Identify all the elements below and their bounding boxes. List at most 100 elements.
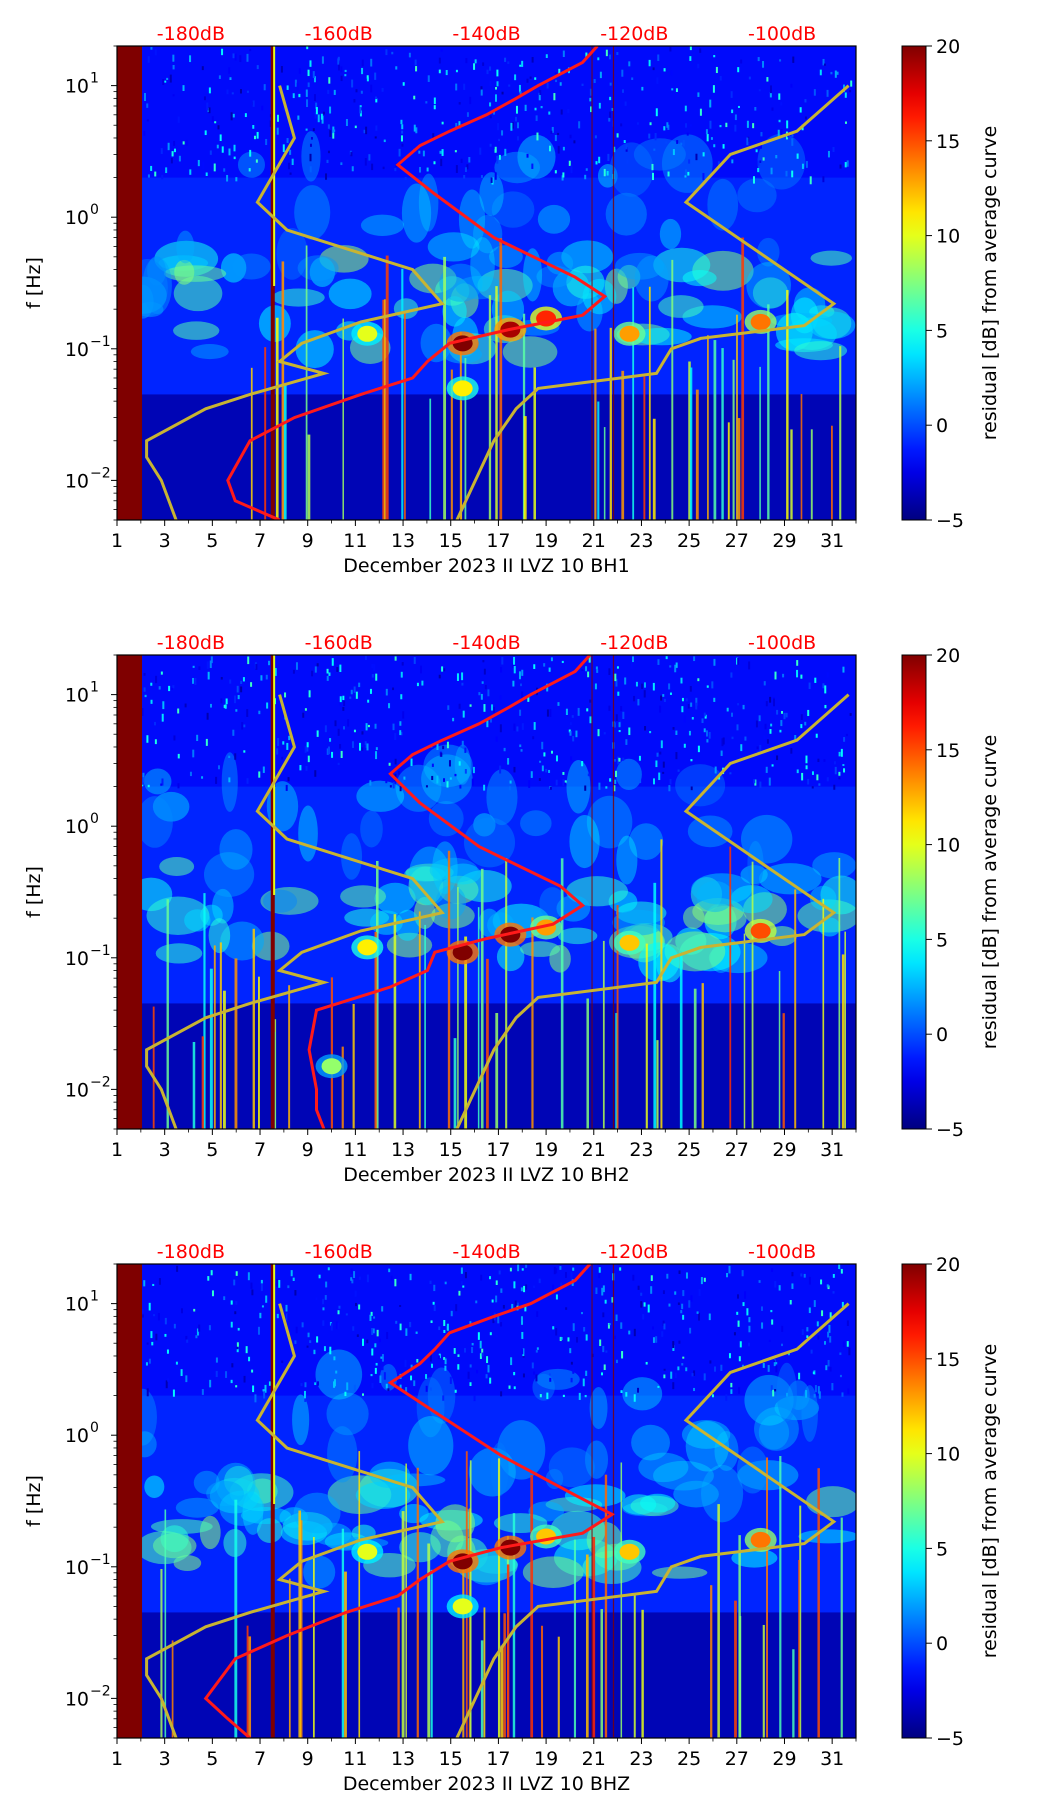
heatmap-cell: [360, 90, 363, 94]
heatmap-high-frequency: [117, 1264, 856, 1396]
heatmap-cell: [548, 769, 551, 773]
heatmap-cell: [452, 717, 455, 722]
y-tick-base: 10: [65, 1079, 89, 1101]
heatmap-cell: [589, 1387, 608, 1430]
heatmap-cell: [141, 1314, 144, 1318]
heatmap-area: [117, 655, 856, 1129]
heatmap-cell: [409, 1273, 412, 1281]
heatmap-cell: [668, 1303, 671, 1307]
heatmap-cell: [792, 1649, 795, 1738]
heatmap-cell: [633, 1328, 636, 1337]
heatmap-cell: [827, 1359, 830, 1367]
heatmap-cell: [433, 105, 436, 110]
heatmap-cell: [263, 1390, 266, 1399]
heatmap-cell: [365, 723, 368, 731]
heatmap-cell: [605, 49, 608, 57]
heatmap-cell: [757, 133, 806, 190]
heatmap-cell: [632, 1274, 635, 1281]
heatmap-cell: [477, 1332, 480, 1340]
heatmap-cell: [537, 204, 571, 234]
heatmap-cell: [479, 172, 504, 216]
heatmap-cell: [816, 774, 819, 781]
heatmap-cell: [425, 1385, 428, 1392]
heatmap-cell: [757, 237, 780, 267]
heatmap-cell: [845, 733, 848, 737]
heatmap-cell: [479, 1353, 482, 1359]
heatmap-cell: [739, 1341, 742, 1348]
heatmap-cell: [513, 766, 516, 773]
heatmap-cell: [495, 1295, 498, 1303]
y-tick-exponent: −1: [90, 334, 111, 350]
heatmap-cell: [740, 865, 768, 885]
heatmap-cell: [327, 1267, 330, 1271]
heatmap-cell: [830, 71, 833, 75]
heatmap-cell: [810, 250, 853, 266]
heatmap-cell: [608, 54, 611, 60]
heatmap-cell: [241, 722, 244, 730]
heatmap-cell: [581, 83, 584, 86]
heatmap-cell: [611, 107, 614, 111]
heatmap-cell: [404, 1359, 407, 1367]
heatmap-cell: [754, 779, 757, 786]
heatmap-cell: [350, 689, 353, 695]
heatmap-cell: [350, 152, 353, 157]
heatmap-cell: [462, 710, 465, 718]
heatmap-cell: [325, 1281, 328, 1288]
x-tick-label: 23: [629, 1748, 653, 1770]
heatmap-cell: [829, 1336, 832, 1343]
heatmap-cell: [748, 661, 751, 670]
heatmap-cell: [619, 934, 640, 951]
heatmap-cell: [657, 659, 660, 665]
heatmap-cell: [773, 1360, 776, 1363]
heatmap-cell: [827, 150, 830, 158]
heatmap-cell: [554, 72, 557, 75]
heatmap-cell: [713, 340, 717, 520]
heatmap-cell: [358, 682, 361, 688]
heatmap-cell: [479, 147, 482, 155]
heatmap-cell: [425, 101, 428, 104]
heatmap-cell: [625, 1392, 628, 1397]
heatmap-cell: [641, 86, 644, 91]
heatmap-cell: [813, 1300, 816, 1307]
heatmap-cell: [677, 1366, 680, 1371]
heatmap-cell: [685, 123, 688, 128]
heatmap-cell: [562, 50, 565, 58]
heatmap-cell: [196, 1328, 199, 1336]
heatmap-cell: [468, 1447, 516, 1497]
heatmap-cell: [828, 1324, 831, 1333]
heatmap-cell: [531, 163, 534, 169]
heatmap-cell: [581, 668, 584, 672]
heatmap-cell: [656, 1040, 659, 1129]
heatmap-cell: [539, 89, 542, 96]
heatmap-cell: [141, 1308, 144, 1313]
heatmap-cell: [814, 1385, 817, 1393]
heatmap-cell: [404, 177, 407, 181]
heatmap-cell: [150, 1331, 153, 1339]
heatmap-cell: [165, 167, 168, 174]
heatmap-cell: [465, 1451, 468, 1738]
heatmap-cell: [501, 657, 504, 665]
heatmap-cell: [381, 1366, 384, 1371]
heatmap-cell: [306, 1345, 309, 1348]
heatmap-cell: [667, 124, 670, 130]
heatmap-cell: [192, 665, 195, 668]
heatmap-cell: [684, 175, 687, 178]
heatmap-cell: [283, 384, 287, 520]
heatmap-cell: [742, 1302, 745, 1307]
heatmap-cell: [285, 1304, 288, 1312]
heatmap-cell: [498, 138, 501, 142]
colorbar-tick-label: 20: [936, 36, 960, 58]
heatmap-cell: [810, 429, 813, 520]
heatmap-cell: [533, 1285, 536, 1288]
heatmap-cell: [370, 84, 373, 93]
heatmap-cell: [615, 770, 618, 777]
heatmap-cell: [333, 1381, 336, 1388]
heatmap-cell: [613, 722, 616, 728]
y-tick-label: 10: [65, 1079, 89, 1101]
heatmap-cell: [737, 657, 740, 665]
heatmap-cell: [489, 143, 492, 147]
heatmap-cell: [234, 1499, 238, 1738]
heatmap-cell: [585, 1370, 588, 1376]
heatmap-cell: [246, 778, 249, 784]
heatmap-cell: [675, 764, 726, 807]
